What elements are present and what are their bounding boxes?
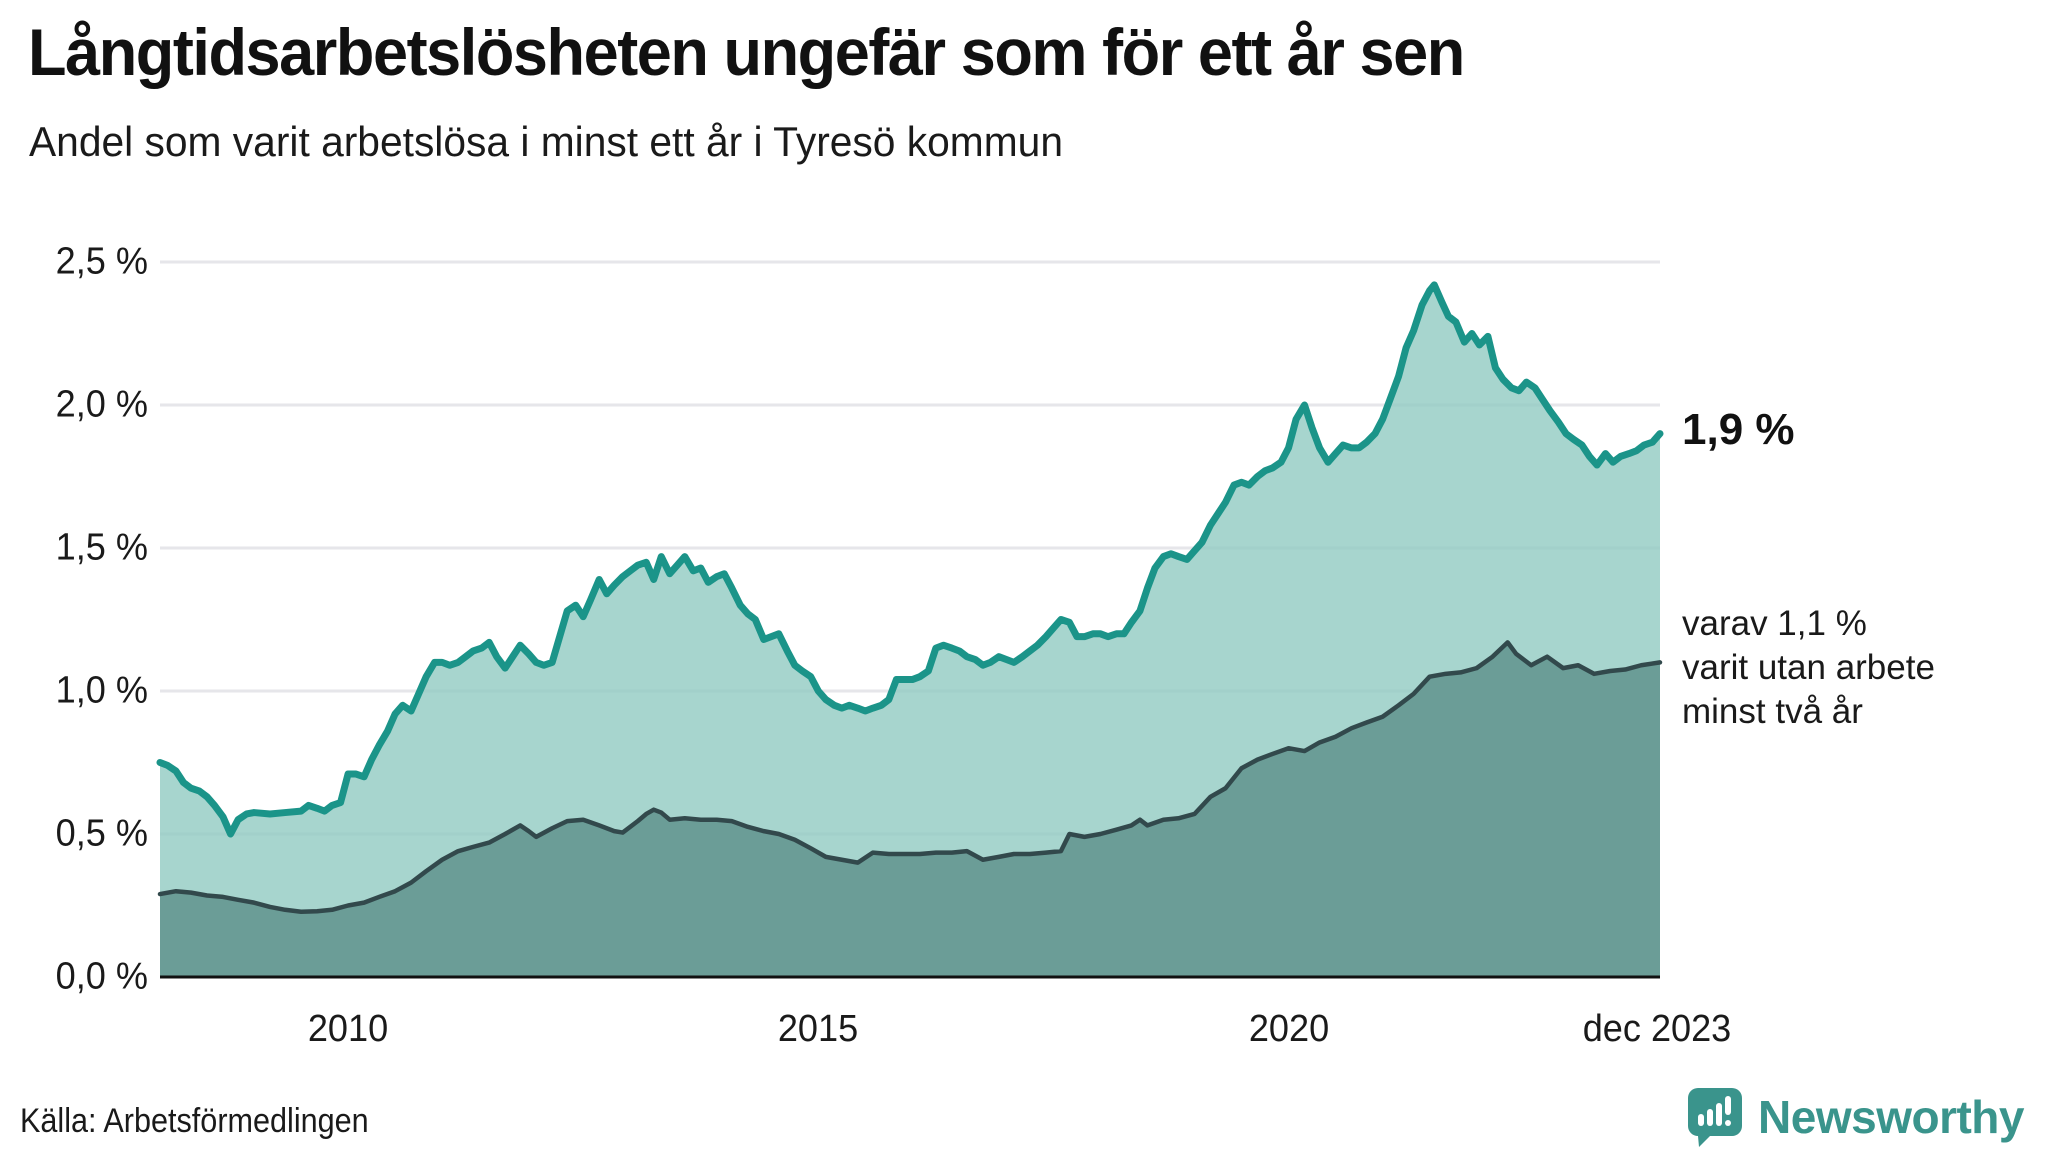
- x-tick-label: 2015: [778, 1008, 859, 1050]
- bar-1: [1698, 1114, 1705, 1126]
- speech-bubble-shape: [1688, 1088, 1743, 1147]
- chart-title: Långtidsarbetslösheten ungefär som för e…: [28, 15, 1465, 89]
- source-note: Källa: Arbetsförmedlingen: [20, 1102, 369, 1140]
- line-two-year: [157, 640, 1663, 915]
- y-tick-label: 0,0 %: [55, 955, 148, 998]
- brand-footer: Newsworthy: [1686, 1086, 2024, 1148]
- y-tick-label: 1,5 %: [55, 526, 148, 569]
- y-tick-label: 1,0 %: [55, 669, 148, 712]
- bar-2: [1707, 1109, 1714, 1126]
- bar-3: [1716, 1103, 1723, 1126]
- x-tick-label: dec 2023: [1582, 1008, 1732, 1050]
- series-end-label-total: 1,9 %: [1682, 405, 1795, 454]
- series-end-label-subset-line1: varav 1,1 %: [1682, 604, 1867, 643]
- y-tick-label: 0,5 %: [55, 812, 148, 855]
- x-tick-label: 2020: [1248, 1008, 1329, 1050]
- series-end-label-subset: varav 1,1 % varit utan arbete minst två …: [1682, 602, 1935, 734]
- y-tick-label: 2,0 %: [55, 383, 148, 426]
- line-total: [156, 281, 1664, 838]
- chart-subtitle: Andel som varit arbetslösa i minst ett å…: [29, 118, 1063, 165]
- series-end-label-subset-line2: varit utan arbete: [1682, 648, 1935, 687]
- brand-wordmark: Newsworthy: [1758, 1091, 2024, 1143]
- newsworthy-logo-icon: [1688, 1088, 1743, 1147]
- y-tick-label: 2,5 %: [55, 240, 148, 283]
- exclamation-dot: [1725, 1120, 1732, 1126]
- exclamation-bar: [1725, 1096, 1732, 1115]
- area-two-year: [160, 642, 1660, 977]
- series-end-label-subset-line3: minst två år: [1682, 692, 1863, 731]
- x-tick-label: 2010: [307, 1008, 389, 1050]
